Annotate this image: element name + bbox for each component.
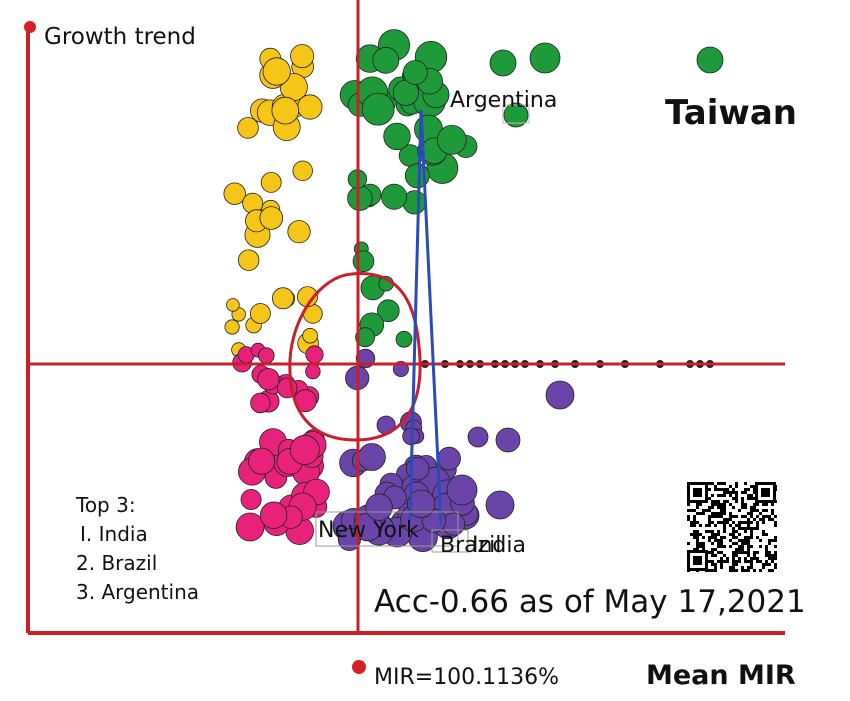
axes-layer [24,0,785,674]
trend-line [408,109,423,521]
data-point-purple [485,490,515,520]
new-york-label-box [315,511,459,547]
data-point-yellow [297,94,323,120]
argentina-label: Argentina [450,88,557,113]
data-point-green [395,330,413,348]
data-point-purple [495,427,521,453]
data-point-green [347,185,373,211]
india-label: India [472,533,526,558]
data-point-pink [260,501,288,529]
data-point-purple [357,443,386,471]
data-point-green [372,46,400,74]
confidence-ellipse [288,272,422,442]
data-point-green [489,49,517,77]
data-point-purple [467,426,489,448]
data-point-purple [446,474,478,506]
data-point-pink [305,363,321,380]
y-axis-marker-dot [24,21,36,33]
data-point-purple [545,380,575,410]
points-layer [223,29,724,553]
data-point-green [503,102,529,128]
data-point-purple [441,512,466,536]
data-point-pink [257,347,275,364]
brazil-label: Brazil [440,533,501,558]
data-point-purple [337,527,361,552]
top3-item-1: I. India [80,522,148,546]
data-point-yellow [237,117,259,139]
brazil-label-box [431,529,469,553]
data-point-purple [407,489,436,519]
data-point-yellow [260,171,282,193]
data-point-pink [289,434,320,465]
labels-layer: Growth trend Taiwan Argentina New York B… [44,24,806,691]
new-york-label: New York [318,518,419,543]
top3-item-3: 3. Argentina [76,580,199,604]
x-axis-label: Mean MIR [646,660,796,691]
data-point-green [352,250,375,273]
data-point-yellow [271,287,294,310]
data-point-green [376,299,400,323]
data-point-purple [365,493,393,521]
data-point-green [361,92,395,126]
data-point-purple [437,446,461,471]
argentina-label-box [502,104,530,124]
data-point-green [355,327,376,348]
data-point-pink [305,345,324,364]
data-point-green [696,46,724,74]
data-point-pink [250,392,271,414]
data-point-yellow [223,182,246,205]
data-point-pink [257,368,280,391]
data-point-pink [235,512,265,542]
data-point-green [402,60,428,85]
data-point-pink [248,447,276,475]
data-point-yellow [292,160,313,182]
x-marker-dot [352,660,366,674]
data-point-yellow [290,44,315,69]
x-marker-label: MIR=100.1136% [374,665,559,690]
data-point-green [436,124,467,155]
accuracy-text: Acc-0.66 as of May 17,2021 [374,584,806,620]
data-point-yellow [237,249,260,271]
trend-line [419,109,443,526]
data-point-yellow [226,298,240,312]
data-point-yellow [249,303,271,324]
data-point-yellow [287,220,311,244]
data-point-yellow [262,57,291,86]
data-point-yellow [271,96,300,125]
taiwan-label: Taiwan [665,93,797,133]
top3-item-2: 2. Brazil [76,551,157,575]
data-point-yellow [302,327,318,344]
data-point-green [381,183,408,210]
data-point-green [383,122,411,151]
data-point-green [529,42,561,74]
y-axis-label: Growth trend [44,24,196,50]
top3-heading: Top 3: [75,493,136,517]
data-point-pink [240,488,262,510]
data-point-yellow [259,206,284,230]
qr-code-icon [686,481,778,573]
data-point-yellow [224,319,240,335]
